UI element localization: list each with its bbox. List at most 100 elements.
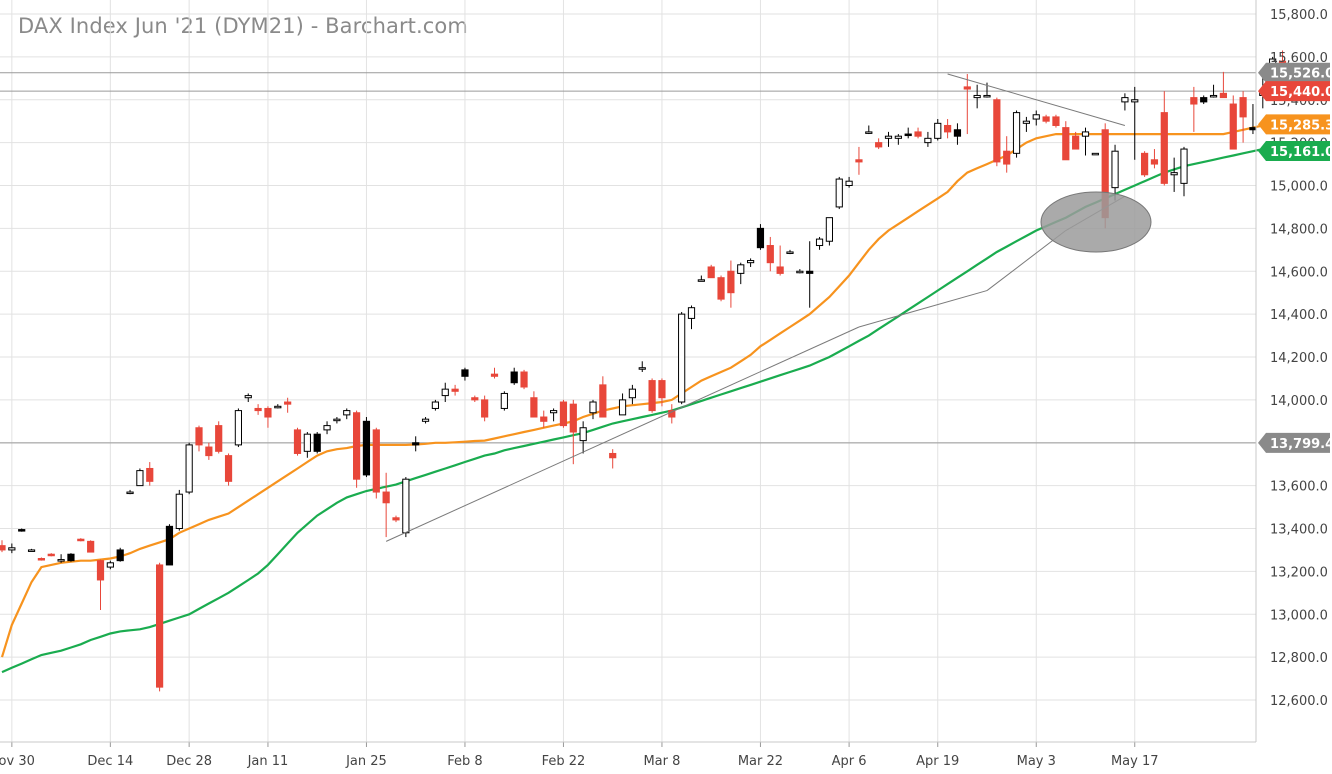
candle: [215, 421, 223, 454]
price-tag: 15,161.0: [1258, 140, 1332, 161]
price-tag: 13,799.4: [1258, 432, 1332, 453]
candle: [412, 436, 420, 452]
candle: [57, 554, 65, 563]
candle-body: [313, 433, 321, 452]
y-tick-label: 13,600.0: [1270, 480, 1328, 495]
candle: [806, 241, 814, 308]
candle-body: [884, 135, 893, 139]
candle: [894, 134, 902, 145]
candle-body: [372, 429, 380, 493]
candle: [569, 399, 577, 465]
candle: [353, 410, 361, 488]
candle-body: [1072, 135, 1080, 150]
x-tick-label: Mar 22: [738, 754, 783, 769]
x-tick-label: Jan 11: [247, 754, 289, 769]
candle: [1052, 114, 1060, 128]
candle: [284, 397, 292, 413]
candle-body: [687, 307, 696, 319]
candle: [845, 176, 853, 188]
candle-body: [579, 427, 587, 442]
candle: [1180, 146, 1188, 197]
chart-title: DAX Index Jun '21 (DYM21) - Barchart.com: [18, 14, 468, 38]
candle-body: [1229, 103, 1237, 150]
candle-body: [1180, 148, 1188, 184]
candle: [8, 543, 16, 554]
trendline: [858, 290, 988, 328]
candle: [963, 74, 971, 135]
price-tag: 15,440.0: [1258, 81, 1332, 102]
candle-body: [441, 388, 449, 397]
candle: [471, 395, 479, 403]
candle: [362, 417, 371, 478]
candle-body: [658, 380, 666, 399]
candle: [953, 123, 962, 145]
candle: [727, 260, 735, 308]
candle-body: [8, 547, 16, 551]
candle: [313, 432, 321, 454]
candle: [815, 236, 824, 250]
candle-body: [500, 392, 508, 409]
candle-body: [727, 270, 735, 294]
candle: [589, 399, 597, 420]
candle: [244, 393, 252, 403]
candle: [1022, 116, 1030, 132]
candle-body: [293, 429, 302, 454]
candle: [904, 127, 912, 139]
x-tick-label: Apr 19: [916, 754, 959, 769]
candle: [717, 275, 725, 302]
candle: [1239, 91, 1247, 143]
candle-body: [707, 266, 715, 279]
candle: [707, 264, 715, 279]
candle: [116, 547, 124, 562]
candle-body: [47, 553, 55, 557]
candle-body: [1081, 131, 1090, 137]
candle-body: [244, 395, 252, 399]
candle-body: [953, 129, 962, 137]
candle: [668, 404, 676, 424]
candle: [855, 146, 863, 175]
candle: [372, 427, 380, 499]
candle-body: [1160, 112, 1168, 184]
candle-body: [1170, 172, 1178, 176]
candle: [500, 391, 508, 411]
candle-body: [865, 131, 873, 134]
candle: [264, 406, 272, 428]
candle: [678, 311, 686, 405]
candle-body: [845, 180, 853, 186]
candle: [1042, 114, 1050, 124]
candle: [441, 382, 449, 403]
candle: [747, 258, 755, 267]
x-tick-label: May 3: [1017, 754, 1056, 769]
price-tag-bg: [1258, 432, 1330, 453]
candle-body: [1091, 152, 1099, 156]
candle: [540, 410, 548, 428]
candle-body: [550, 410, 558, 414]
candle: [67, 553, 75, 562]
price-tags: 15,526.0 15,440.0 15,285.3 15,161.0 13,799.4: [1258, 62, 1332, 453]
candle-body: [0, 545, 6, 551]
candle: [481, 395, 489, 422]
candle-body: [914, 131, 922, 137]
x-tick-label: Apr 6: [832, 754, 867, 769]
candle-body: [215, 425, 223, 452]
candle: [993, 97, 1001, 167]
price-tag: 15,285.3: [1258, 114, 1332, 135]
price-tag-label: 15,285.3: [1270, 118, 1332, 133]
candle-body: [461, 369, 469, 377]
candle-body: [1022, 120, 1030, 124]
candle-body: [431, 401, 439, 409]
candle: [1141, 151, 1149, 177]
candle: [333, 417, 341, 424]
candle: [1219, 71, 1228, 99]
candle: [126, 489, 134, 495]
y-tick-label: 12,800.0: [1270, 651, 1328, 666]
candle: [599, 376, 607, 418]
y-tick-label: 13,400.0: [1270, 523, 1328, 538]
candle-body: [747, 260, 755, 264]
candle-body: [589, 401, 597, 414]
highlight-ellipse-shape: [1040, 191, 1152, 253]
candle-body: [776, 266, 784, 274]
candle: [658, 378, 666, 407]
candle: [1003, 136, 1011, 173]
